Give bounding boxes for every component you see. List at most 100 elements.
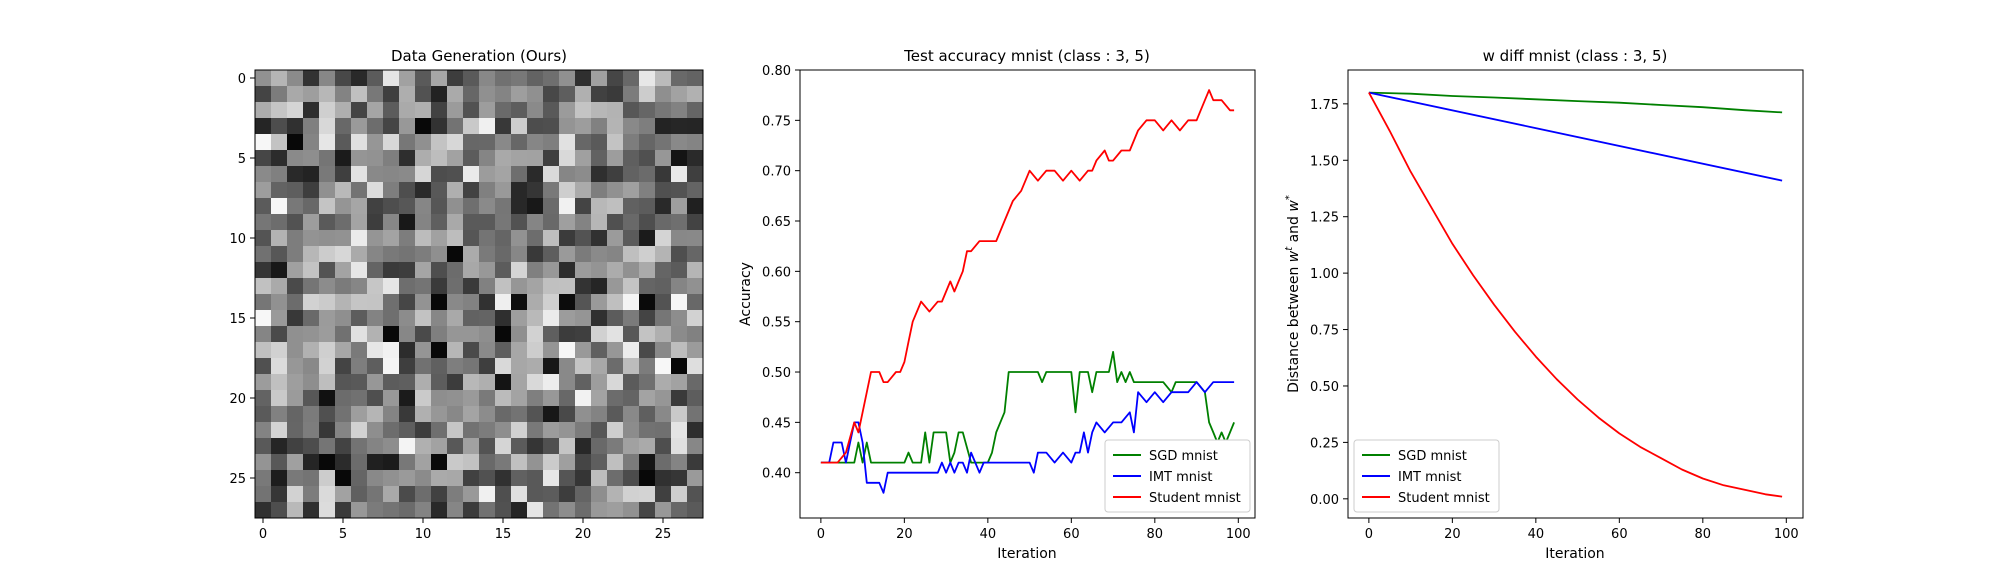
heatmap-cell [639, 246, 656, 263]
heatmap-cell [303, 342, 320, 359]
heatmap-cell [495, 342, 512, 359]
x-tick-label: 0 [1365, 527, 1373, 542]
x-tick-label: 0 [259, 527, 267, 542]
heatmap-cell [607, 454, 624, 471]
heatmap-cell [271, 86, 288, 103]
heatmap-cell [671, 102, 688, 119]
heatmap-cell [543, 310, 560, 327]
heatmap-cell [607, 102, 624, 119]
heatmap-cell [447, 406, 464, 423]
heatmap-cell [287, 390, 304, 407]
heatmap-cell [623, 310, 640, 327]
wdiff-ylabel-w2: w [1286, 200, 1302, 212]
heatmap-cell [319, 342, 336, 359]
heatmap-cell [415, 230, 432, 247]
heatmap-cell [479, 406, 496, 423]
heatmap-cell [687, 406, 704, 423]
heatmap-cell [447, 486, 464, 503]
heatmap-cell [335, 326, 352, 343]
heatmap-cell [399, 70, 416, 87]
heatmap-cell [559, 470, 576, 487]
heatmap-cell [671, 342, 688, 359]
heatmap-cell [351, 438, 368, 455]
heatmap-cell [527, 390, 544, 407]
heatmap-cell [559, 166, 576, 183]
heatmap-cell [367, 422, 384, 439]
heatmap-cell [671, 118, 688, 135]
heatmap-cell [447, 294, 464, 311]
heatmap-cell [415, 470, 432, 487]
x-tick-label: 25 [655, 527, 672, 542]
heatmap-cell [287, 214, 304, 231]
heatmap-cell [559, 262, 576, 279]
wdiff-title: w diff mnist (class : 3, 5) [1483, 47, 1668, 65]
heatmap-cell [671, 310, 688, 327]
heatmap-cell [367, 342, 384, 359]
heatmap-cell [367, 150, 384, 167]
heatmap-cell [591, 230, 608, 247]
heatmap-cell [415, 86, 432, 103]
heatmap-cell [271, 310, 288, 327]
heatmap-cell [271, 134, 288, 151]
heatmap-cell [303, 438, 320, 455]
heatmap-cell [527, 262, 544, 279]
heatmap-cell [303, 118, 320, 135]
heatmap-cell [415, 70, 432, 87]
heatmap-cell [623, 230, 640, 247]
heatmap-cell [447, 134, 464, 151]
heatmap-cell [303, 230, 320, 247]
heatmap-cell [415, 374, 432, 391]
heatmap-cell [255, 198, 272, 215]
heatmap-cell [351, 102, 368, 119]
heatmap-cell [559, 406, 576, 423]
heatmap-cell [367, 470, 384, 487]
heatmap-cell [255, 102, 272, 119]
heatmap-cell [447, 198, 464, 215]
heatmap-cell [607, 438, 624, 455]
heatmap-cell [591, 406, 608, 423]
heatmap-cell [399, 134, 416, 151]
x-tick-label: 20 [575, 527, 592, 542]
heatmap-cell [431, 182, 448, 199]
heatmap-cell [431, 422, 448, 439]
heatmap-cell [687, 246, 704, 263]
heatmap-cell [607, 150, 624, 167]
heatmap-cell [639, 310, 656, 327]
heatmap-cell [271, 214, 288, 231]
heatmap-cell [335, 214, 352, 231]
heatmap-cell [335, 166, 352, 183]
heatmap-cell [367, 358, 384, 375]
heatmap-cell [399, 86, 416, 103]
heatmap-cell [367, 134, 384, 151]
heatmap-cell [607, 262, 624, 279]
y-tick-label: 0.40 [762, 467, 791, 482]
heatmap-cell [255, 150, 272, 167]
heatmap-cell [399, 486, 416, 503]
heatmap-cell [271, 262, 288, 279]
heatmap-cell [479, 70, 496, 87]
heatmap-cell [287, 502, 304, 519]
x-tick-label: 40 [980, 527, 997, 542]
heatmap-cell [479, 182, 496, 199]
heatmap-cell [399, 118, 416, 135]
heatmap-cell [639, 134, 656, 151]
heatmap-cell [255, 246, 272, 263]
heatmap-cell [655, 86, 672, 103]
heatmap-cell [415, 486, 432, 503]
heatmap-cell [671, 70, 688, 87]
heatmap-cell [591, 102, 608, 119]
heatmap-cell [479, 118, 496, 135]
heatmap-cell [335, 486, 352, 503]
heatmap-cell [383, 358, 400, 375]
heatmap-cell [559, 486, 576, 503]
heatmap-cell [527, 102, 544, 119]
heatmap-cell [511, 262, 528, 279]
heatmap-cell [639, 150, 656, 167]
heatmap-cell [495, 150, 512, 167]
heatmap-cell [591, 278, 608, 295]
heatmap-cell [367, 454, 384, 471]
heatmap-cell [319, 86, 336, 103]
heatmap-cell [463, 422, 480, 439]
heatmap-cell [383, 246, 400, 263]
heatmap-cell [511, 438, 528, 455]
